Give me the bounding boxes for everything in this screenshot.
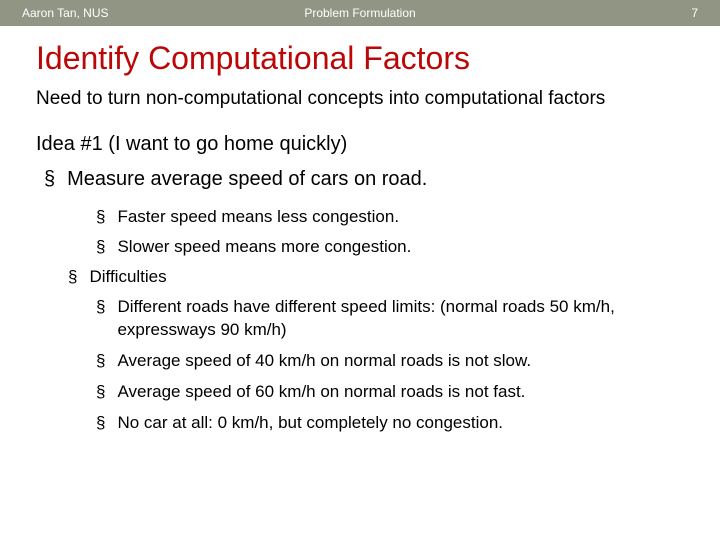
intro-text: Need to turn non-computational concepts … [36, 87, 684, 111]
main-bullet: § Measure average speed of cars on road. [44, 166, 684, 192]
header-section: Problem Formulation [304, 6, 415, 20]
difficulty-item: § No car at all: 0 km/h, but completely … [96, 412, 684, 435]
bullet-marker: § [96, 350, 105, 373]
bullet-marker: § [96, 236, 105, 258]
sub-bullet: § Slower speed means more congestion. [96, 236, 684, 258]
sub-bullet: § Faster speed means less congestion. [96, 206, 684, 228]
idea-heading: Idea #1 (I want to go home quickly) [36, 133, 684, 156]
bullet-marker: § [96, 206, 105, 228]
bullet-marker: § [96, 296, 105, 342]
difficulty-item: § Different roads have different speed l… [96, 296, 684, 342]
sub-bullet-text: Slower speed means more congestion. [117, 236, 411, 258]
difficulty-item: § Average speed of 40 km/h on normal roa… [96, 350, 684, 373]
difficulty-text: Average speed of 60 km/h on normal roads… [117, 381, 525, 404]
slide-header: Aaron Tan, NUS Problem Formulation 7 [0, 0, 720, 26]
bullet-marker: § [96, 412, 105, 435]
slide-title: Identify Computational Factors [36, 40, 684, 77]
difficulty-text: No car at all: 0 km/h, but completely no… [117, 412, 503, 435]
bullet-marker: § [96, 381, 105, 404]
sub-bullet-text: Faster speed means less congestion. [117, 206, 399, 228]
header-author: Aaron Tan, NUS [22, 6, 109, 20]
difficulties-label: Difficulties [89, 266, 166, 288]
bullet-marker: § [44, 166, 55, 192]
difficulty-item: § Average speed of 60 km/h on normal roa… [96, 381, 684, 404]
bullet-marker: § [68, 266, 77, 288]
main-bullet-text: Measure average speed of cars on road. [67, 166, 427, 192]
difficulty-text: Average speed of 40 km/h on normal roads… [117, 350, 531, 373]
header-page-number: 7 [691, 6, 698, 20]
difficulties-bullet: § Difficulties [68, 266, 684, 288]
difficulty-text: Different roads have different speed lim… [117, 296, 684, 342]
slide-content: Identify Computational Factors Need to t… [0, 26, 720, 435]
